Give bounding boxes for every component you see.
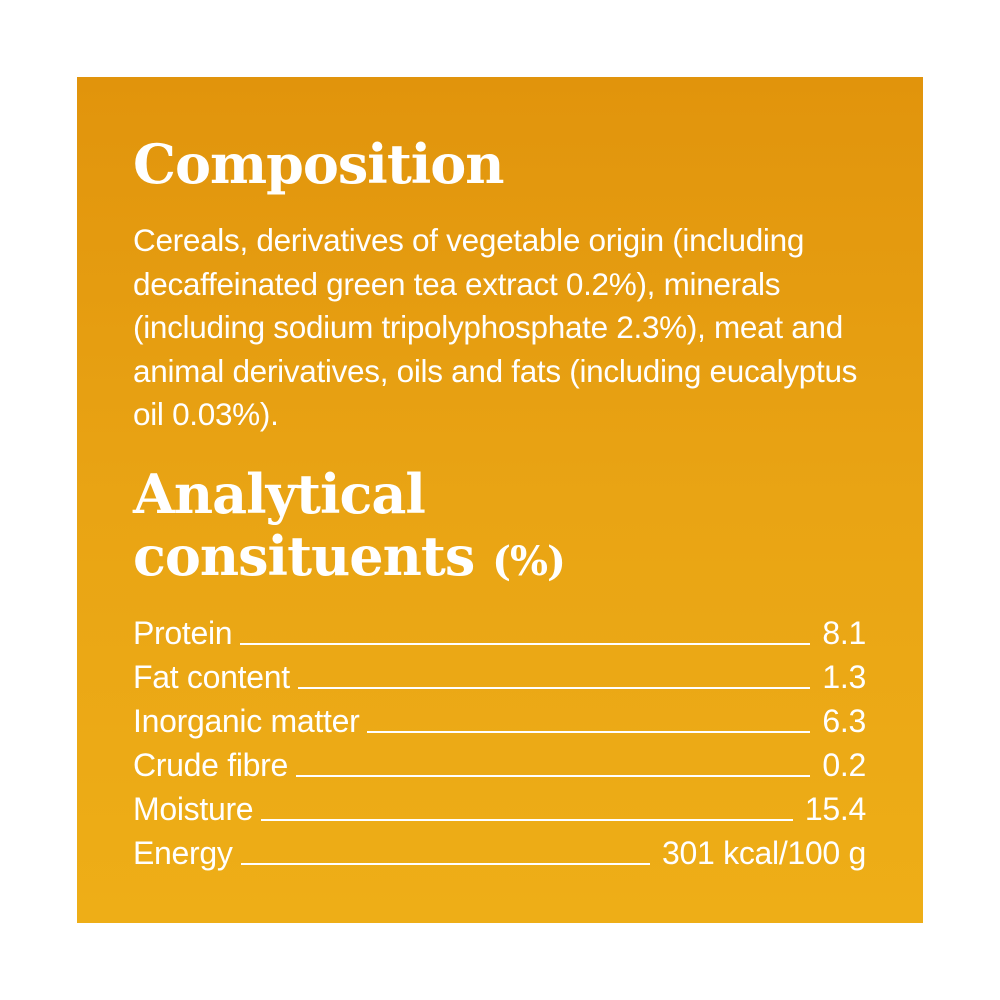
composition-text: Cereals, derivatives of vegetable origin… [133,222,858,432]
leader-line [240,643,811,645]
row-fat-content: Fat content 1.3 [133,655,866,699]
row-inorganic-matter: Inorganic matter 6.3 [133,699,866,743]
row-label: Fat content [133,659,290,695]
leader-line [297,687,811,689]
row-value: 1.3 [822,659,866,695]
analytical-heading: Analytical consituents (%) [133,462,566,593]
ingredients-panel: Composition Cereals, derivatives of vege… [77,77,923,923]
analytical-table: Protein 8.1 Fat content 1.3 Inorganic ma… [133,611,866,875]
row-moisture: Moisture 15.4 [133,787,866,831]
row-value: 8.1 [822,615,866,651]
row-value: 6.3 [822,703,866,739]
leader-line [367,731,811,733]
row-label: Inorganic matter [133,703,360,739]
row-value: 301 kcal/100 g [662,835,866,871]
row-label: Moisture [133,791,254,827]
row-value: 0.2 [822,747,866,783]
leader-line [240,863,651,865]
row-protein: Protein 8.1 [133,611,866,655]
row-label: Crude fibre [133,747,288,783]
analytical-heading-line1: Analytical [133,462,426,526]
row-energy: Energy 301 kcal/100 g [133,831,866,875]
row-label: Protein [133,615,233,651]
row-label: Energy [133,835,233,871]
leader-line [296,775,811,777]
composition-heading: Composition [133,132,505,196]
analytical-unit: (%) [492,538,566,585]
analytical-heading-line2: consituents [133,524,475,588]
row-crude-fibre: Crude fibre 0.2 [133,743,866,787]
leader-line [261,819,793,821]
row-value: 15.4 [804,791,866,827]
